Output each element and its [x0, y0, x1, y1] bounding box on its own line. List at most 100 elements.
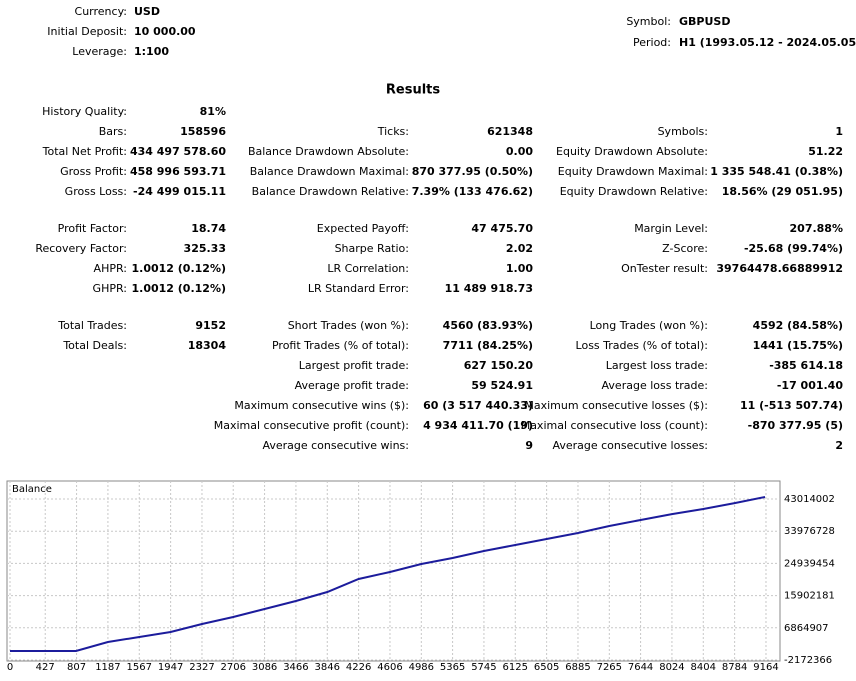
result-label: Total Trades:: [57, 319, 127, 332]
result-label: Ticks:: [377, 125, 409, 138]
result-label: Loss Trades (% of total):: [576, 339, 708, 352]
x-tick-label: 5365: [440, 662, 465, 673]
y-tick-label: 6864907: [784, 623, 829, 634]
field-label: Initial Deposit:: [47, 25, 127, 38]
x-tick-label: 9164: [753, 662, 778, 673]
result-label: Recovery Factor:: [35, 242, 127, 255]
result-label: Largest loss trade:: [606, 359, 708, 372]
x-tick-label: 4606: [377, 662, 402, 673]
x-tick-label: 427: [36, 662, 55, 673]
x-tick-label: 1947: [158, 662, 183, 673]
field-label: Leverage:: [72, 45, 127, 58]
result-value: 18.74: [191, 222, 226, 235]
result-value: -24 499 015.11: [133, 185, 226, 198]
x-tick-label: 4226: [346, 662, 371, 673]
x-tick-label: 8784: [722, 662, 747, 673]
result-value: 207.88%: [790, 222, 843, 235]
x-tick-label: 7644: [628, 662, 653, 673]
x-tick-label: 8024: [659, 662, 684, 673]
result-label: Average loss trade:: [602, 379, 708, 392]
result-label: Maximal consecutive profit (count):: [214, 419, 409, 432]
results-title: Results: [386, 83, 440, 98]
result-label: Average profit trade:: [295, 379, 409, 392]
result-label: Maximal consecutive loss (count):: [521, 419, 708, 432]
result-value: 1 335 548.41 (0.38%): [710, 165, 843, 178]
x-tick-label: 4986: [409, 662, 434, 673]
x-tick-label: 2706: [221, 662, 246, 673]
result-value: 4 934 411.70 (19): [423, 419, 533, 432]
result-value: 4592 (84.58%): [753, 319, 843, 332]
x-tick-label: 807: [67, 662, 86, 673]
x-tick-label: 3086: [252, 662, 277, 673]
result-label: Equity Drawdown Absolute:: [556, 145, 708, 158]
x-tick-label: 6885: [565, 662, 590, 673]
field-value: 1:100: [134, 45, 169, 58]
field-value: 10 000.00: [134, 25, 196, 38]
result-value: 60 (3 517 440.33): [423, 399, 533, 412]
result-label: Gross Loss:: [65, 185, 127, 198]
result-label: OnTester result:: [621, 262, 708, 275]
field-value: USD: [134, 5, 160, 18]
result-label: Maximum consecutive losses ($):: [524, 399, 708, 412]
result-value: 627 150.20: [464, 359, 534, 372]
field-label: Currency:: [75, 5, 127, 18]
result-value: 81%: [200, 105, 226, 118]
result-value: 1441 (15.75%): [753, 339, 843, 352]
result-value: 7711 (84.25%): [443, 339, 533, 352]
result-label: Z-Score:: [662, 242, 708, 255]
result-value: 1.0012 (0.12%): [132, 282, 227, 295]
field-label: Period:: [633, 36, 671, 49]
result-value: -17 001.40: [777, 379, 843, 392]
result-label: Expected Payoff:: [317, 222, 409, 235]
result-value: 434 497 578.60: [130, 145, 226, 158]
result-value: 870 377.95 (0.50%): [412, 165, 533, 178]
result-label: Profit Trades (% of total):: [272, 339, 409, 352]
x-tick-label: 3846: [315, 662, 340, 673]
result-label: Total Deals:: [62, 339, 127, 352]
y-tick-label: 24939454: [784, 558, 835, 569]
result-label: Maximum consecutive wins ($):: [234, 399, 409, 412]
x-tick-label: 8404: [691, 662, 716, 673]
result-value: 9152: [195, 319, 226, 332]
x-tick-label: 2327: [189, 662, 214, 673]
result-label: Balance Drawdown Relative:: [252, 185, 409, 198]
result-value: 7.39% (133 476.62): [412, 185, 533, 198]
field-value: H1 (1993.05.12 - 2024.05.05): [679, 36, 856, 49]
x-tick-label: 5745: [471, 662, 496, 673]
result-value: 11 (-513 507.74): [740, 399, 843, 412]
result-value: 4560 (83.93%): [443, 319, 533, 332]
result-label: Average consecutive losses:: [552, 439, 708, 452]
result-label: Profit Factor:: [58, 222, 127, 235]
result-value: 158596: [180, 125, 226, 138]
result-value: 0.00: [506, 145, 533, 158]
result-label: Equity Drawdown Relative:: [560, 185, 708, 198]
result-value: 325.33: [184, 242, 226, 255]
x-tick-label: 6125: [503, 662, 528, 673]
field-label: Symbol:: [626, 15, 671, 28]
x-tick-label: 3466: [283, 662, 308, 673]
result-label: Short Trades (won %):: [288, 319, 409, 332]
x-tick-label: 1567: [127, 662, 152, 673]
y-tick-label: 43014002: [784, 494, 835, 505]
result-value: 9: [525, 439, 533, 452]
field-value: GBPUSD: [679, 15, 730, 28]
x-tick-label: 6505: [534, 662, 559, 673]
result-value: 2.02: [506, 242, 533, 255]
y-tick-label: 15902181: [784, 591, 835, 602]
result-value: 18304: [188, 339, 227, 352]
result-label: Gross Profit:: [60, 165, 127, 178]
result-label: Average consecutive wins:: [262, 439, 409, 452]
x-tick-label: 1187: [95, 662, 120, 673]
result-label: Largest profit trade:: [299, 359, 409, 372]
x-tick-label: 7265: [597, 662, 622, 673]
result-label: Bars:: [99, 125, 127, 138]
result-value: 621348: [487, 125, 533, 138]
chart-title: Balance: [12, 484, 52, 495]
result-label: Equity Drawdown Maximal:: [558, 165, 708, 178]
result-value: 47 475.70: [471, 222, 533, 235]
result-value: -870 377.95 (5): [748, 419, 843, 432]
balance-line: [10, 496, 766, 652]
result-value: -25.68 (99.74%): [744, 242, 843, 255]
result-value: 51.22: [808, 145, 843, 158]
result-value: 2: [835, 439, 843, 452]
